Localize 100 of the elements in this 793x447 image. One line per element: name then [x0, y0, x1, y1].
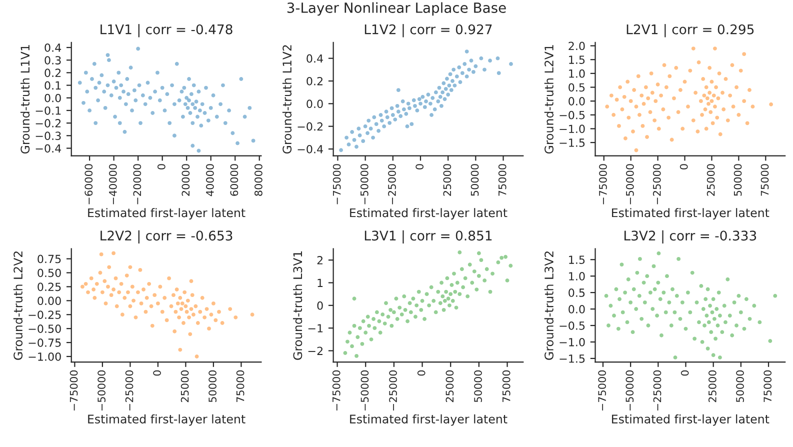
- y-tick-label: 0.0: [568, 305, 585, 314]
- y-tick-label: 0.1: [44, 81, 61, 90]
- y-axis-title: Ground-truth L2V2: [13, 251, 23, 360]
- y-axis-title: Ground-truth L3V2: [544, 251, 554, 360]
- y-tick-label: −0.75: [28, 338, 61, 347]
- y-tick-label: 0.5: [568, 288, 585, 297]
- x-tick-label: 75000: [760, 164, 769, 196]
- y-tick-label: 0.25: [38, 282, 61, 292]
- y-tick-label: 0.5: [568, 83, 585, 92]
- x-tick-label: 50000: [470, 164, 479, 196]
- x-tick-label: −50000: [98, 370, 106, 410]
- y-tick-label: 0.4: [306, 54, 323, 63]
- y-axis-title: Ground-truth L3V1: [293, 251, 302, 360]
- y-tick-label: 0.50: [38, 268, 61, 278]
- y-tick-label: 0.0: [44, 94, 61, 102]
- y-tick-label: 1.5: [569, 256, 585, 264]
- x-tick-label: 0: [157, 164, 166, 170]
- chart-title: L3V2 | corr = -0.333: [624, 230, 756, 244]
- y-tick-label: 1.5: [569, 56, 585, 64]
- x-axis-title: Estimated first-layer latent: [88, 208, 246, 220]
- y-tick-label: 1.0: [569, 272, 585, 280]
- x-tick-label: 25000: [180, 370, 189, 402]
- y-tick-label: 0.00: [38, 296, 61, 306]
- y-tick-label: −0.50: [28, 324, 61, 333]
- y-tick-label: 0.2: [44, 68, 61, 78]
- y-tick-label: −0.5: [560, 321, 585, 330]
- y-tick-label: 0.0: [306, 100, 323, 108]
- y-tick-label: −1: [308, 324, 323, 332]
- x-tick-label: 25000: [443, 164, 452, 196]
- y-tick-label: 0.4: [44, 43, 62, 52]
- x-tick-label: 0: [680, 164, 688, 170]
- x-tick-label: 25000: [708, 370, 716, 402]
- y-tick-label: −0.1: [36, 106, 61, 115]
- x-axis-title: Estimated first-layer latent: [88, 414, 246, 426]
- x-tick-label: −25000: [125, 370, 134, 410]
- x-tick-label: −75000: [598, 370, 606, 410]
- x-axis-title: Estimated first-layer latent: [350, 208, 508, 220]
- y-tick-label: 0.3: [44, 56, 61, 64]
- y-tick-label: −0.5: [560, 110, 585, 120]
- x-tick-label: −20000: [133, 164, 142, 204]
- x-tick-label: −75000: [70, 370, 78, 410]
- y-tick-label: 0.0: [568, 97, 585, 106]
- y-axis-title: Ground-truth L1V2: [282, 45, 292, 154]
- x-tick-label: −50000: [626, 164, 634, 204]
- x-tick-label: −50000: [360, 370, 369, 410]
- x-tick-label: 75000: [498, 164, 506, 196]
- y-tick-label: 2.0: [568, 42, 585, 50]
- y-tick-label: −2: [308, 346, 322, 355]
- x-tick-label: 50000: [474, 370, 482, 402]
- y-axis-title: Ground-truth L2V1: [544, 45, 554, 154]
- x-tick-label: −40000: [108, 164, 117, 204]
- x-tick-label: 75000: [764, 370, 772, 402]
- x-tick-label: 75000: [236, 370, 244, 402]
- y-tick-label: 1: [318, 278, 323, 287]
- y-tick-label: 0: [317, 301, 323, 310]
- y-tick-label: −1.0: [560, 338, 585, 346]
- x-axis-title: Estimated first-layer latent: [612, 208, 770, 220]
- text: 3-Layer Nonlinear Laplace Base: [287, 2, 506, 16]
- x-tick-label: 25000: [706, 164, 715, 196]
- x-tick-label: −25000: [388, 164, 396, 204]
- chart-title: L3V1 | corr = 0.851: [364, 230, 492, 244]
- y-tick-label: 0.75: [38, 254, 61, 264]
- x-axis-title: Estimated first-layer latent: [612, 414, 770, 426]
- x-axis-title: Estimated first-layer latent: [350, 414, 508, 426]
- x-tick-label: 60000: [230, 164, 238, 196]
- chart-title: L2V2 | corr = -0.653: [100, 230, 232, 244]
- y-tick-label: −0.25: [28, 310, 61, 319]
- y-tick-label: −1.00: [28, 352, 61, 361]
- y-tick-label: −0.2: [298, 122, 322, 131]
- x-tick-label: −60000: [84, 164, 93, 204]
- y-tick-label: 1.0: [569, 69, 585, 78]
- x-tick-label: 0: [680, 370, 689, 376]
- x-tick-label: −50000: [626, 370, 634, 410]
- x-tick-label: −25000: [652, 164, 661, 204]
- x-tick-label: −50000: [360, 164, 368, 204]
- y-tick-label: 2: [317, 256, 322, 264]
- x-tick-label: 80000: [254, 164, 262, 196]
- x-tick-label: 50000: [208, 370, 216, 402]
- x-tick-label: 20000: [182, 164, 190, 196]
- x-tick-label: −75000: [332, 164, 341, 204]
- x-tick-label: 25000: [446, 370, 454, 402]
- x-tick-label: 50000: [734, 164, 742, 196]
- chart-title: L2V1 | corr = 0.295: [626, 24, 754, 38]
- x-tick-label: −75000: [332, 370, 340, 410]
- y-tick-label: −1.5: [560, 138, 585, 147]
- x-tick-label: 0: [416, 164, 424, 170]
- y-tick-label: −0.2: [36, 119, 61, 128]
- x-tick-label: −25000: [389, 370, 397, 410]
- chart-title: L1V1 | corr = -0.478: [100, 24, 232, 38]
- y-tick-label: −1.5: [560, 354, 585, 363]
- x-tick-label: 0: [417, 370, 426, 376]
- x-tick-label: 50000: [736, 370, 744, 402]
- x-tick-label: 40000: [206, 164, 214, 196]
- y-tick-label: −0.3: [36, 132, 61, 140]
- y-tick-label: −0.4: [36, 144, 62, 153]
- x-tick-label: −75000: [599, 164, 607, 204]
- x-tick-label: 0: [153, 370, 161, 376]
- x-tick-label: −25000: [653, 370, 662, 410]
- x-tick-label: 75000: [502, 370, 510, 402]
- y-tick-label: −1.0: [560, 124, 585, 134]
